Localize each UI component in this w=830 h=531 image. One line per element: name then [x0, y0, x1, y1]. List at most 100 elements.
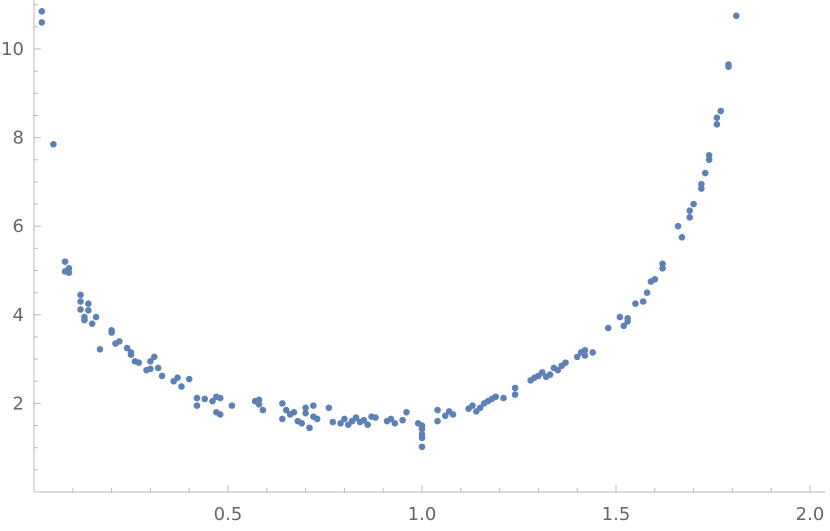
scatter-point [147, 358, 154, 365]
scatter-point [562, 359, 569, 366]
scatter-point [690, 200, 697, 208]
scatter-point [500, 394, 507, 402]
scatter-point [282, 406, 290, 414]
scatter-point [185, 375, 193, 383]
scatter-point [77, 298, 84, 305]
scatter-point [352, 414, 360, 421]
scatter-point [209, 397, 216, 405]
scatter-point [701, 169, 709, 177]
scatter-point [147, 365, 154, 373]
scatter-point [581, 346, 589, 354]
scatter-point [290, 408, 298, 416]
scatter-point [329, 418, 337, 426]
data-points [38, 8, 740, 451]
scatter-point [449, 411, 457, 418]
scatter-point [178, 383, 185, 390]
scatter-point [554, 366, 562, 374]
scatter-point [364, 421, 371, 428]
scatter-point [434, 406, 441, 414]
scatter-point [674, 222, 682, 230]
scatter-point [259, 406, 267, 414]
scatter-point [77, 306, 84, 313]
scatter-point [686, 214, 694, 221]
scatter-point [108, 327, 115, 334]
scatter-point [127, 351, 135, 358]
scatter-point [434, 417, 441, 425]
scatter-point [255, 400, 263, 408]
scatter-point [643, 289, 651, 296]
y-tick-label: 8 [13, 128, 24, 149]
scatter-point [279, 415, 286, 423]
scatter-point [620, 322, 628, 330]
scatter-point [85, 307, 92, 314]
scatter-point [476, 404, 484, 412]
scatter-point [624, 315, 631, 322]
y-tick-label: 2 [13, 393, 24, 414]
y-axis: 2 4 6 8 10 [1, 0, 41, 492]
y-tick-label: 6 [13, 216, 24, 237]
scatter-point [538, 369, 546, 376]
scatter-point [201, 395, 209, 403]
scatter-point [391, 420, 399, 427]
scatter-point [698, 180, 705, 188]
scatter-point [492, 393, 500, 401]
scatter-point [279, 400, 286, 407]
scatter-point [61, 268, 69, 275]
scatter-point [546, 371, 554, 378]
scatter-point [418, 434, 426, 442]
scatter-point [372, 414, 379, 421]
scatter-point [325, 404, 333, 412]
scatter-point [616, 313, 624, 321]
scatter-point [298, 420, 306, 427]
scatter-point [216, 394, 224, 402]
x-tick-label: 1.5 [602, 504, 631, 525]
scatter-point [418, 443, 426, 451]
scatter-point [659, 264, 666, 272]
scatter-point [469, 402, 476, 409]
scatter-point [441, 412, 449, 420]
scatter-point [302, 409, 309, 417]
x-tick-label: 2.0 [796, 504, 825, 525]
scatter-point [651, 276, 659, 283]
scatter-point [302, 404, 309, 412]
scatter-point [85, 300, 92, 308]
scatter-point [216, 411, 224, 418]
scatter-point [639, 298, 647, 305]
scatter-point [135, 359, 143, 366]
scatter-point [725, 61, 732, 68]
x-axis: 0.5 1.0 1.5 2.0 [34, 485, 825, 525]
y-tick-label: 4 [13, 305, 24, 326]
scatter-point [341, 415, 348, 423]
scatter-point [337, 420, 344, 427]
x-tick-label: 1.0 [408, 504, 437, 525]
scatter-point [158, 372, 166, 380]
scatter-point [116, 338, 123, 345]
scatter-point [313, 415, 321, 423]
scatter-point [604, 324, 612, 332]
scatter-point [228, 402, 236, 409]
scatter-point [705, 152, 713, 159]
scatter-point [96, 346, 104, 353]
scatter-point [403, 408, 410, 416]
scatter-point [581, 352, 589, 359]
scatter-point [418, 425, 426, 433]
scatter-point [38, 8, 46, 15]
scatter-point [88, 320, 96, 327]
scatter-point [38, 19, 46, 26]
scatter-point [150, 353, 158, 361]
scatter-point [511, 391, 519, 398]
scatter-point [686, 207, 694, 214]
scatter-point [360, 416, 368, 424]
scatter-point [77, 291, 84, 299]
scatter-point [310, 402, 317, 409]
scatter-point [61, 258, 69, 265]
scatter-point [717, 107, 725, 115]
scatter-point [193, 402, 201, 409]
scatter-point [193, 394, 201, 402]
scatter-point [154, 364, 162, 372]
scatter-point [732, 12, 740, 20]
x-tick-label: 0.5 [214, 504, 243, 525]
y-tick-label: 10 [1, 39, 24, 60]
scatter-point [678, 233, 686, 241]
